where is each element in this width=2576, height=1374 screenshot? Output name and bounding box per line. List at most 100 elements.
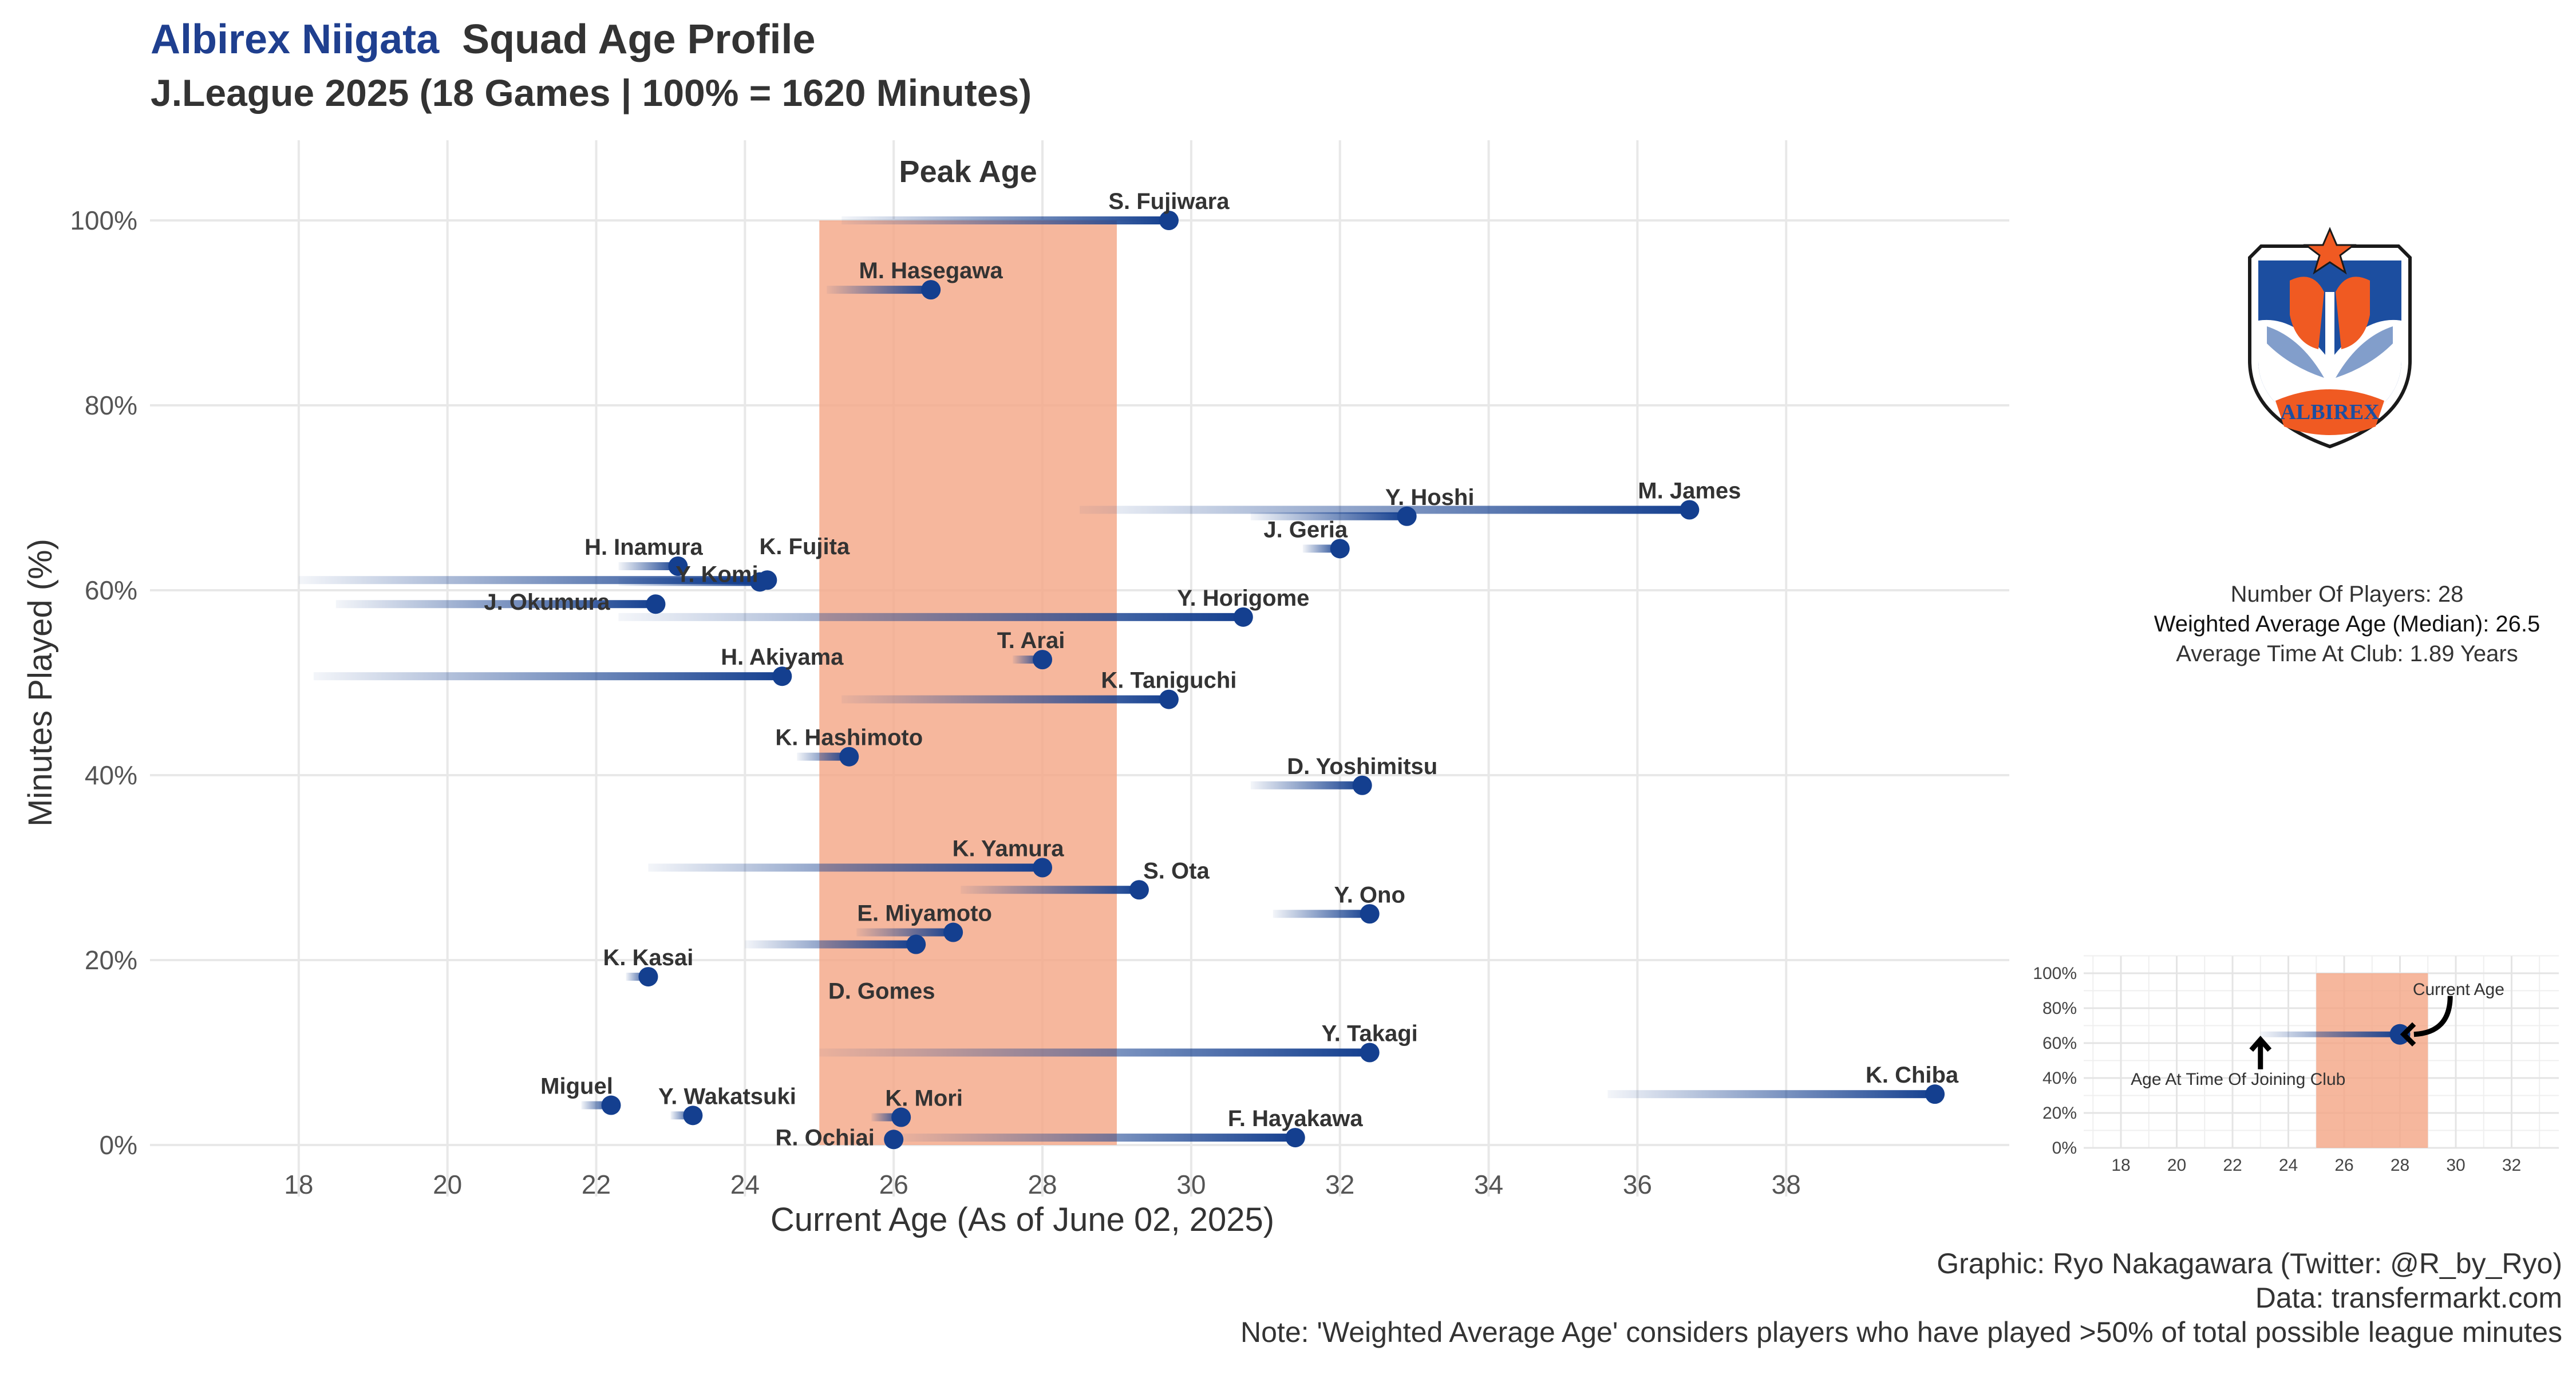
player-label: R. Ochiai	[776, 1125, 875, 1150]
player-label: M. Hasegawa	[859, 258, 1003, 283]
player-point	[1233, 607, 1253, 627]
player-label: F. Hayakawa	[1228, 1106, 1363, 1131]
y-tick-label: 60%	[85, 575, 137, 605]
stat-time-at-club: Average Time At Club: 1.89 Years	[2176, 641, 2518, 666]
player-label: H. Akiyama	[721, 645, 844, 670]
legend-joined-label: Age At Time Of Joining Club	[2131, 1070, 2345, 1089]
player-tenure-segment	[841, 216, 1169, 224]
player-point	[646, 594, 666, 614]
player-point	[884, 1130, 904, 1150]
legend-y-tick: 60%	[2042, 1034, 2077, 1053]
player-label: K. Chiba	[1866, 1063, 1959, 1088]
legend-y-tick: 80%	[2042, 999, 2077, 1018]
legend-x-tick: 20	[2167, 1156, 2186, 1175]
player-tenure-segment	[1607, 1090, 1935, 1099]
player-tenure-segment	[745, 940, 916, 949]
player-point	[906, 934, 926, 954]
x-tick-label: 28	[1028, 1170, 1057, 1199]
player-label: D. Yoshimitsu	[1287, 754, 1437, 779]
player-point	[1925, 1084, 1945, 1104]
legend-x-tick: 32	[2502, 1156, 2521, 1175]
y-tick-label: 80%	[85, 390, 137, 420]
player-point	[1352, 775, 1372, 795]
legend-y-tick: 0%	[2052, 1139, 2077, 1158]
player-point	[1360, 904, 1380, 924]
x-axis-title: Current Age (As of June 02, 2025)	[771, 1201, 1274, 1238]
x-tick-label: 38	[1772, 1170, 1801, 1199]
legend-segment	[2260, 1031, 2400, 1037]
player-tenure-segment	[618, 578, 760, 586]
player-point	[668, 556, 688, 577]
player-point	[943, 922, 963, 942]
player-label: E. Miyamoto	[857, 901, 992, 926]
player-tenure-segment	[1273, 910, 1370, 918]
player-point	[638, 967, 658, 987]
player-tenure-segment	[901, 1134, 1295, 1142]
player-label: K. Hashimoto	[775, 725, 923, 751]
player-tenure-segment	[1250, 781, 1362, 789]
player-point	[1129, 880, 1149, 900]
player-point	[1397, 506, 1417, 526]
legend-x-tick: 18	[2111, 1156, 2130, 1175]
player-label: Miguel	[540, 1074, 613, 1099]
x-tick-label: 34	[1474, 1170, 1503, 1199]
legend-current-age-label: Current Age	[2413, 980, 2504, 999]
player-tenure-segment	[618, 613, 1243, 621]
legend-y-tick: 20%	[2042, 1104, 2077, 1123]
legend-y-tick: 100%	[2033, 964, 2077, 983]
player-label: Y. Komi	[675, 562, 758, 587]
x-tick-label: 22	[582, 1170, 611, 1199]
axes: 18 20 22 24 26 28 30 32 34 36 38 0% 20% 40% 60% 80% 100%	[70, 206, 1800, 1199]
y-tick-label: 40%	[85, 760, 137, 790]
player-point	[1285, 1128, 1305, 1148]
x-tick-label: 26	[879, 1170, 908, 1199]
player-label: D. Gomes	[828, 979, 935, 1004]
player-tenure-segment	[856, 928, 954, 937]
player-label: J. Geria	[1263, 517, 1348, 542]
player-labels: S. Fujiwara M. Hasegawa M. James Y. Hoshi J.…	[484, 189, 1959, 1150]
player-points	[601, 211, 1945, 1150]
x-tick-label: 32	[1325, 1170, 1354, 1199]
player-label: S. Fujiwara	[1108, 189, 1230, 214]
player-label: K. Mori	[885, 1086, 963, 1111]
player-point	[1680, 500, 1700, 520]
player-point	[921, 280, 941, 300]
player-tenure-segment	[313, 672, 783, 681]
player-point	[891, 1107, 911, 1127]
player-point	[750, 572, 770, 592]
y-tick-label: 0%	[100, 1130, 137, 1160]
player-tenure-segment	[618, 562, 678, 571]
caption-data: Data: transfermarkt.com	[2255, 1282, 2562, 1314]
player-label: J. Okumura	[484, 590, 610, 615]
player-label: Y. Horigome	[1177, 586, 1309, 611]
caption-note: Note: 'Weighted Average Age' considers p…	[1240, 1316, 2562, 1348]
player-label: K. Taniguchi	[1101, 668, 1236, 693]
caption-graphic: Graphic: Ryo Nakagawara (Twitter: @R_by_…	[1937, 1247, 2562, 1280]
player-label: H. Inamura	[584, 535, 703, 560]
player-point	[1033, 650, 1053, 670]
player-point	[683, 1105, 703, 1126]
legend-x-tick: 22	[2223, 1156, 2242, 1175]
player-label: S. Ota	[1143, 858, 1210, 883]
player-point	[1159, 689, 1179, 709]
player-label: Y. Hoshi	[1385, 485, 1475, 510]
legend-y-tick: 40%	[2042, 1069, 2077, 1088]
legend-peak-band	[2316, 973, 2428, 1148]
x-tick-label: 30	[1176, 1170, 1206, 1199]
x-tick-label: 24	[730, 1170, 760, 1199]
player-label: Y. Ono	[1334, 882, 1405, 907]
legend-point	[2389, 1024, 2411, 1045]
legend-x-tick: 26	[2334, 1156, 2353, 1175]
player-tenure-segment	[335, 600, 656, 609]
x-tick-label: 36	[1623, 1170, 1652, 1199]
stat-number-of-players: Number Of Players: 28	[2230, 582, 2464, 607]
player-label: M. James	[1638, 478, 1741, 503]
player-tenure-segment	[648, 863, 1043, 872]
player-point	[1360, 1043, 1380, 1063]
peak-age-band	[819, 220, 1117, 1145]
player-tenure-segment	[961, 886, 1139, 894]
stat-weighted-age: Weighted Average Age (Median): 26.5	[2154, 611, 2541, 637]
player-point	[1033, 858, 1053, 878]
crest-wordmark: ALBIREX	[2280, 400, 2379, 424]
